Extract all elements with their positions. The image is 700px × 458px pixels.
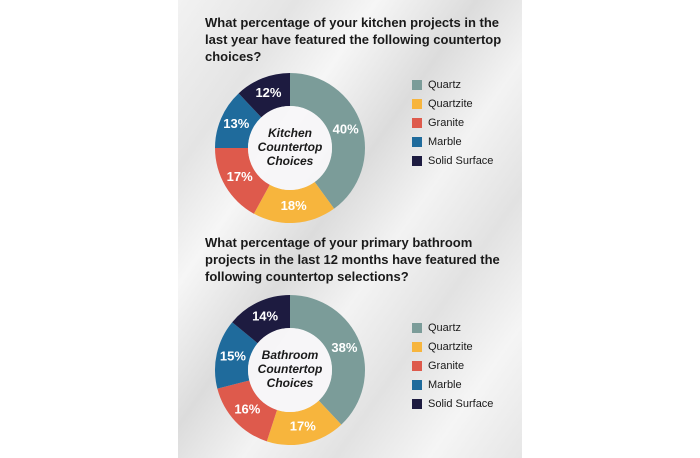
legend-label: Solid Surface [428, 398, 493, 410]
value-label: 16% [234, 401, 260, 416]
value-label: 17% [290, 419, 316, 434]
donut-slice [215, 93, 262, 148]
center-label: Choices [267, 154, 314, 168]
center-label: Countertop [258, 140, 323, 154]
legend-swatch [412, 342, 422, 352]
legend-label: Marble [428, 379, 462, 391]
legend-swatch [412, 156, 422, 166]
chart-title: What percentage of your primary bathroom… [205, 235, 500, 284]
chart-title: What percentage of your kitchen projects… [205, 15, 502, 64]
donut-slice [217, 380, 278, 442]
value-label: 15% [220, 349, 246, 364]
legend-label: Solid Surface [428, 155, 493, 167]
donut-slice [290, 295, 366, 425]
donut-slice [215, 148, 270, 214]
legend-label: Quartzite [428, 341, 473, 353]
legend-label: Granite [428, 360, 464, 372]
value-label: 40% [333, 121, 359, 136]
donut-slice [266, 400, 342, 445]
center-label: Countertop [258, 362, 323, 376]
value-label: 13% [223, 116, 249, 131]
value-label: 17% [227, 169, 253, 184]
legend-label: Marble [428, 136, 462, 148]
center-label: Choices [267, 376, 314, 390]
legend-swatch [412, 361, 422, 371]
donut-center [248, 328, 332, 412]
legend-label: Granite [428, 117, 464, 129]
donut-slice [290, 73, 366, 209]
value-label: 38% [331, 340, 357, 355]
value-label: 12% [255, 85, 281, 100]
value-label: 14% [252, 309, 278, 324]
legend-label: Quartz [428, 79, 461, 91]
donut-slice [215, 322, 258, 389]
legend-swatch [412, 323, 422, 333]
legend-swatch [412, 137, 422, 147]
donut-slice [238, 73, 290, 118]
legend-swatch [412, 118, 422, 128]
center-label: Bathroom [262, 348, 319, 362]
donut-slice [232, 295, 290, 344]
legend-label: Quartz [428, 322, 461, 334]
legend-swatch [412, 99, 422, 109]
value-label: 18% [281, 198, 307, 213]
donut-center [248, 106, 332, 190]
legend-swatch [412, 80, 422, 90]
donut-slice [253, 181, 335, 224]
center-label: Kitchen [268, 126, 312, 140]
legend-swatch [412, 399, 422, 409]
legend-label: Quartzite [428, 98, 473, 110]
legend-swatch [412, 380, 422, 390]
